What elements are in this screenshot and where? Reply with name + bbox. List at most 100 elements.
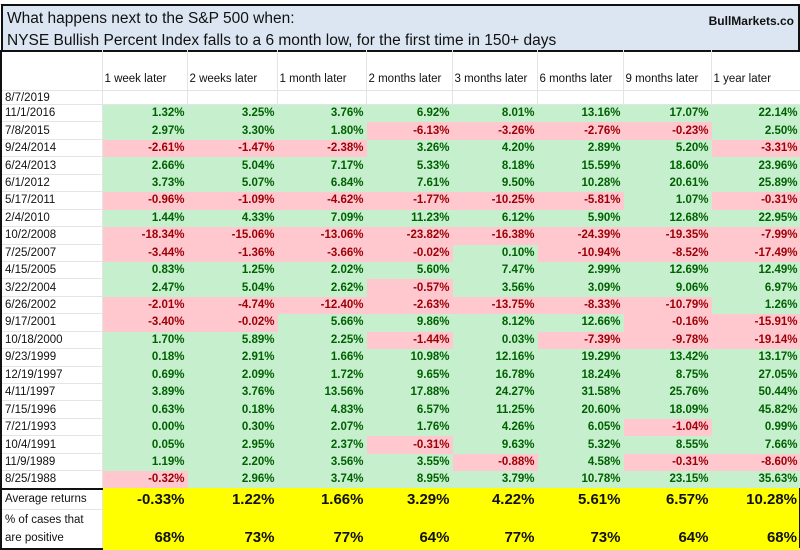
return-cell: -2.76%: [537, 121, 624, 140]
table-row: 6/26/2002 -2.01% -4.74% -12.40% -2.63% -13.75…: [0, 296, 800, 315]
table-row: 10/2/2008 -18.34% -15.06% -13.06% -23.82% -16…: [0, 226, 800, 245]
return-cell: -0.02%: [366, 244, 453, 262]
return-cell: -7.99%: [711, 226, 800, 245]
current-date-row: 8/7/2019: [0, 90, 800, 105]
percent-positive-label-line-1: % of cases that: [5, 513, 84, 526]
return-cell: 0.18%: [102, 348, 188, 367]
table-row: 8/25/1988 -0.32% 2.96% 3.74% 8.95% 3.79% 10.78…: [0, 470, 800, 490]
return-cell: -2.01%: [102, 296, 188, 315]
return-cell: 25.76%: [623, 383, 712, 402]
return-cell: 2.50%: [711, 121, 800, 140]
return-cell: 0.69%: [102, 366, 188, 385]
table-row: 11/9/1989 1.19% 2.20% 3.56% 3.55% -0.88% 4.58%…: [0, 453, 800, 472]
return-cell: 3.76%: [277, 104, 367, 123]
average-return-cell: 1.22%: [187, 487, 278, 510]
return-cell: 2.07%: [277, 418, 367, 437]
title-line-2: NYSE Bullish Percent Index falls to a 6 …: [7, 32, 557, 49]
return-cell: -3.66%: [277, 244, 367, 262]
return-cell: -3.40%: [102, 313, 188, 332]
percent-positive-label: % of cases that are positive: [0, 509, 103, 550]
percent-positive-cell: 77%: [452, 509, 538, 550]
return-cell: 0.03%: [452, 331, 538, 350]
return-cell: 0.83%: [102, 261, 188, 280]
return-cell: 8.01%: [452, 104, 538, 123]
table-row: 6/1/2012 3.73% 5.07% 6.84% 7.61% 9.50% 10.28% 2…: [0, 174, 800, 193]
return-cell: -1.77%: [366, 191, 453, 210]
return-cell: 13.17%: [711, 348, 800, 367]
return-cell: 1.07%: [623, 191, 712, 210]
return-cell: 1.19%: [102, 453, 188, 472]
return-cell: 8.12%: [452, 313, 538, 332]
return-cell: -18.34%: [102, 226, 188, 245]
empty-cell: [452, 90, 538, 105]
return-cell: 1.72%: [277, 366, 367, 385]
return-cell: -0.88%: [452, 453, 538, 472]
return-cell: 18.09%: [623, 400, 712, 419]
return-cell: 6.12%: [452, 209, 538, 228]
row-date: 9/17/2001: [0, 313, 103, 332]
return-cell: -0.16%: [623, 313, 712, 332]
column-header: 3 months later: [452, 50, 538, 91]
return-cell: -19.14%: [711, 331, 800, 350]
return-cell: 0.00%: [102, 418, 188, 437]
empty-cell: [623, 90, 712, 105]
return-cell: -16.38%: [452, 226, 538, 245]
return-cell: 3.79%: [452, 470, 538, 490]
return-cell: 50.44%: [711, 383, 800, 402]
average-return-cell: -0.33%: [102, 487, 188, 510]
return-cell: -24.39%: [537, 226, 624, 245]
return-cell: 1.32%: [102, 104, 188, 123]
row-date: 12/19/1997: [0, 366, 103, 385]
column-header: 6 months later: [537, 50, 624, 91]
return-cell: 35.63%: [711, 470, 800, 490]
average-return-cell: 4.22%: [452, 487, 538, 510]
return-cell: 1.25%: [187, 261, 278, 280]
table-row: 9/23/1999 0.18% 2.91% 1.66% 10.98% 12.16% 19.2…: [0, 348, 800, 367]
return-cell: 23.96%: [711, 156, 800, 175]
return-cell: 2.25%: [277, 331, 367, 350]
return-cell: 18.60%: [623, 156, 712, 175]
table-row: 11/1/2016 1.32% 3.25% 3.76% 6.92% 8.01% 13.16%…: [0, 104, 800, 123]
return-cell: 3.26%: [366, 139, 453, 158]
return-cell: 0.63%: [102, 400, 188, 419]
column-header: 2 weeks later: [187, 50, 278, 91]
return-cell: 12.69%: [623, 261, 712, 280]
percent-positive-cell: 68%: [102, 509, 188, 550]
return-cell: 2.62%: [277, 278, 367, 297]
return-cell: 25.89%: [711, 174, 800, 193]
row-date: 7/25/2007: [0, 244, 103, 262]
table-row: 6/24/2013 2.66% 5.04% 7.17% 5.33% 8.18% 15.59%…: [0, 156, 800, 175]
percent-positive-cell: 73%: [187, 509, 278, 550]
return-cell: -5.81%: [537, 191, 624, 210]
column-header: 2 months later: [366, 50, 453, 91]
return-cell: -12.40%: [277, 296, 367, 315]
row-date: 6/24/2013: [0, 156, 103, 175]
table-row: 7/8/2015 2.97% 3.30% 1.80% -6.13% -3.26% -2.76…: [0, 121, 800, 140]
return-cell: 5.33%: [366, 156, 453, 175]
return-cell: -0.57%: [366, 278, 453, 297]
return-cell: -13.06%: [277, 226, 367, 245]
return-cell: 9.86%: [366, 313, 453, 332]
table-row: 10/18/2000 1.70% 5.89% 2.25% -1.44% 0.03% -7.3…: [0, 331, 800, 350]
row-date: 4/11/1997: [0, 383, 103, 402]
return-cell: -19.35%: [623, 226, 712, 245]
return-cell: 1.44%: [102, 209, 188, 228]
return-cell: 2.66%: [102, 156, 188, 175]
return-cell: 13.16%: [537, 104, 624, 123]
return-cell: 7.66%: [711, 435, 800, 454]
return-cell: -3.44%: [102, 244, 188, 262]
row-date: 9/24/2014: [0, 139, 103, 158]
return-cell: 12.16%: [452, 348, 538, 367]
row-date: 8/25/1988: [0, 470, 103, 490]
return-cell: 4.20%: [452, 139, 538, 158]
percent-positive-row: % of cases that are positive 68% 73% 77% 64% 7…: [0, 509, 800, 550]
percent-positive-cell: 77%: [277, 509, 367, 550]
return-cell: 2.02%: [277, 261, 367, 280]
return-cell: 5.32%: [537, 435, 624, 454]
percent-positive-cell: 73%: [537, 509, 624, 550]
return-cell: 3.55%: [366, 453, 453, 472]
return-cell: 5.60%: [366, 261, 453, 280]
return-cell: -3.31%: [711, 139, 800, 158]
return-cell: -2.61%: [102, 139, 188, 158]
brand-label: BullMarkets.co: [708, 14, 794, 28]
